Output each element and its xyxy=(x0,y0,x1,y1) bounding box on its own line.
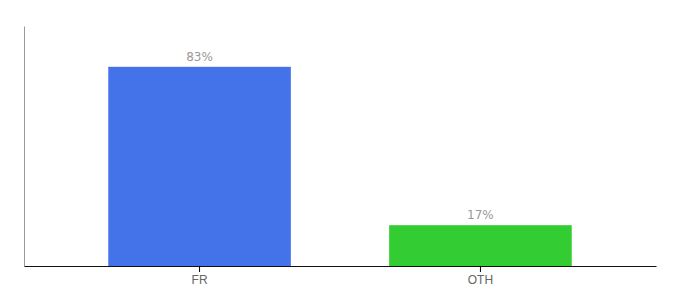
y-axis xyxy=(24,27,25,267)
y-axis-line xyxy=(24,27,25,267)
data-label: 17% xyxy=(467,208,494,222)
x-tick-label: FR xyxy=(192,273,208,287)
data-labels: 83% 17% xyxy=(186,50,494,222)
bars xyxy=(108,67,571,266)
x-tick-mark xyxy=(199,266,200,272)
x-tick: OTH xyxy=(468,266,493,287)
bar xyxy=(389,225,572,266)
bar xyxy=(108,67,291,266)
plot: FR OTH 83% 17% xyxy=(25,27,657,287)
x-axis-line xyxy=(25,266,657,267)
x-axis: FR OTH xyxy=(25,266,657,287)
data-label: 83% xyxy=(186,50,213,64)
chart: FR OTH 83% 17% xyxy=(0,0,680,300)
x-tick-mark xyxy=(480,266,481,272)
x-tick-label: OTH xyxy=(468,273,493,287)
x-tick: FR xyxy=(192,266,208,287)
